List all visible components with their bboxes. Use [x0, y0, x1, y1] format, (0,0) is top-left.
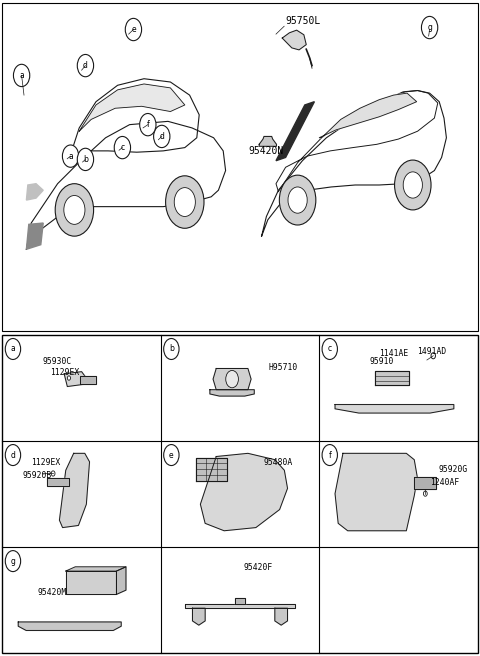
Circle shape	[226, 371, 239, 388]
Circle shape	[164, 338, 179, 359]
Circle shape	[51, 471, 55, 476]
Text: f: f	[146, 120, 149, 129]
Text: 95920B: 95920B	[23, 471, 52, 480]
Polygon shape	[66, 571, 117, 594]
Polygon shape	[60, 453, 90, 527]
Circle shape	[322, 338, 337, 359]
Polygon shape	[192, 608, 205, 625]
Text: 95750L: 95750L	[286, 16, 321, 26]
FancyBboxPatch shape	[2, 3, 478, 331]
Circle shape	[395, 160, 431, 210]
Polygon shape	[117, 567, 126, 594]
Polygon shape	[319, 93, 417, 138]
Text: 1491AD: 1491AD	[418, 346, 447, 356]
Circle shape	[174, 188, 195, 216]
Text: 1141AE: 1141AE	[379, 349, 408, 358]
Polygon shape	[276, 91, 438, 192]
Text: 95420F: 95420F	[243, 563, 273, 572]
Circle shape	[125, 18, 142, 41]
Circle shape	[431, 353, 435, 359]
Text: 95480A: 95480A	[264, 458, 293, 467]
Polygon shape	[262, 91, 446, 236]
Circle shape	[13, 64, 30, 87]
Circle shape	[5, 338, 21, 359]
Text: e: e	[169, 451, 174, 460]
Polygon shape	[282, 30, 306, 50]
Circle shape	[403, 172, 422, 198]
Polygon shape	[70, 79, 199, 157]
Circle shape	[322, 445, 337, 466]
Polygon shape	[18, 622, 121, 630]
Circle shape	[5, 445, 21, 466]
Text: 95910: 95910	[370, 358, 394, 366]
Text: 1240AF: 1240AF	[430, 478, 459, 487]
Text: 1129EX: 1129EX	[50, 368, 79, 377]
Polygon shape	[196, 458, 228, 481]
Polygon shape	[213, 369, 251, 390]
Polygon shape	[26, 223, 43, 249]
Circle shape	[164, 445, 179, 466]
Circle shape	[114, 136, 131, 159]
Text: H95710: H95710	[268, 363, 298, 371]
Circle shape	[421, 16, 438, 39]
Circle shape	[67, 376, 71, 380]
Circle shape	[77, 54, 94, 77]
Polygon shape	[374, 371, 409, 386]
Circle shape	[55, 184, 94, 236]
Text: d: d	[159, 132, 164, 141]
Text: 95920G: 95920G	[438, 465, 467, 474]
Polygon shape	[26, 184, 43, 200]
Text: b: b	[169, 344, 174, 354]
Polygon shape	[275, 608, 288, 625]
Polygon shape	[414, 477, 436, 489]
Text: a: a	[68, 152, 73, 161]
Circle shape	[166, 176, 204, 228]
Polygon shape	[79, 84, 185, 131]
Polygon shape	[335, 405, 454, 413]
Polygon shape	[26, 121, 226, 249]
Text: 95420N: 95420N	[249, 146, 284, 156]
Polygon shape	[66, 567, 126, 571]
Polygon shape	[201, 453, 288, 531]
Text: f: f	[328, 451, 331, 460]
Polygon shape	[235, 598, 245, 604]
Text: g: g	[427, 23, 432, 32]
Text: e: e	[131, 25, 136, 34]
Text: d: d	[11, 451, 15, 460]
Circle shape	[62, 145, 79, 167]
Text: 1129EX: 1129EX	[31, 458, 60, 467]
Text: g: g	[11, 556, 15, 565]
Circle shape	[77, 148, 94, 171]
Polygon shape	[184, 604, 295, 608]
Text: b: b	[83, 155, 88, 164]
Circle shape	[64, 195, 85, 224]
Text: d: d	[83, 61, 88, 70]
Polygon shape	[335, 453, 418, 531]
Circle shape	[423, 491, 427, 496]
Circle shape	[288, 187, 307, 213]
Polygon shape	[210, 390, 254, 396]
Text: a: a	[11, 344, 15, 354]
Bar	[2, 335, 478, 653]
Circle shape	[140, 113, 156, 136]
Circle shape	[154, 125, 170, 148]
Text: c: c	[120, 143, 124, 152]
Text: 95420M: 95420M	[37, 588, 67, 598]
Polygon shape	[47, 478, 69, 486]
Polygon shape	[276, 102, 314, 161]
Polygon shape	[64, 372, 86, 386]
Text: c: c	[328, 344, 332, 354]
Polygon shape	[80, 376, 96, 384]
Circle shape	[5, 550, 21, 571]
Text: a: a	[19, 71, 24, 80]
Circle shape	[279, 175, 316, 225]
Text: 95930C: 95930C	[42, 358, 71, 366]
Polygon shape	[259, 136, 276, 146]
